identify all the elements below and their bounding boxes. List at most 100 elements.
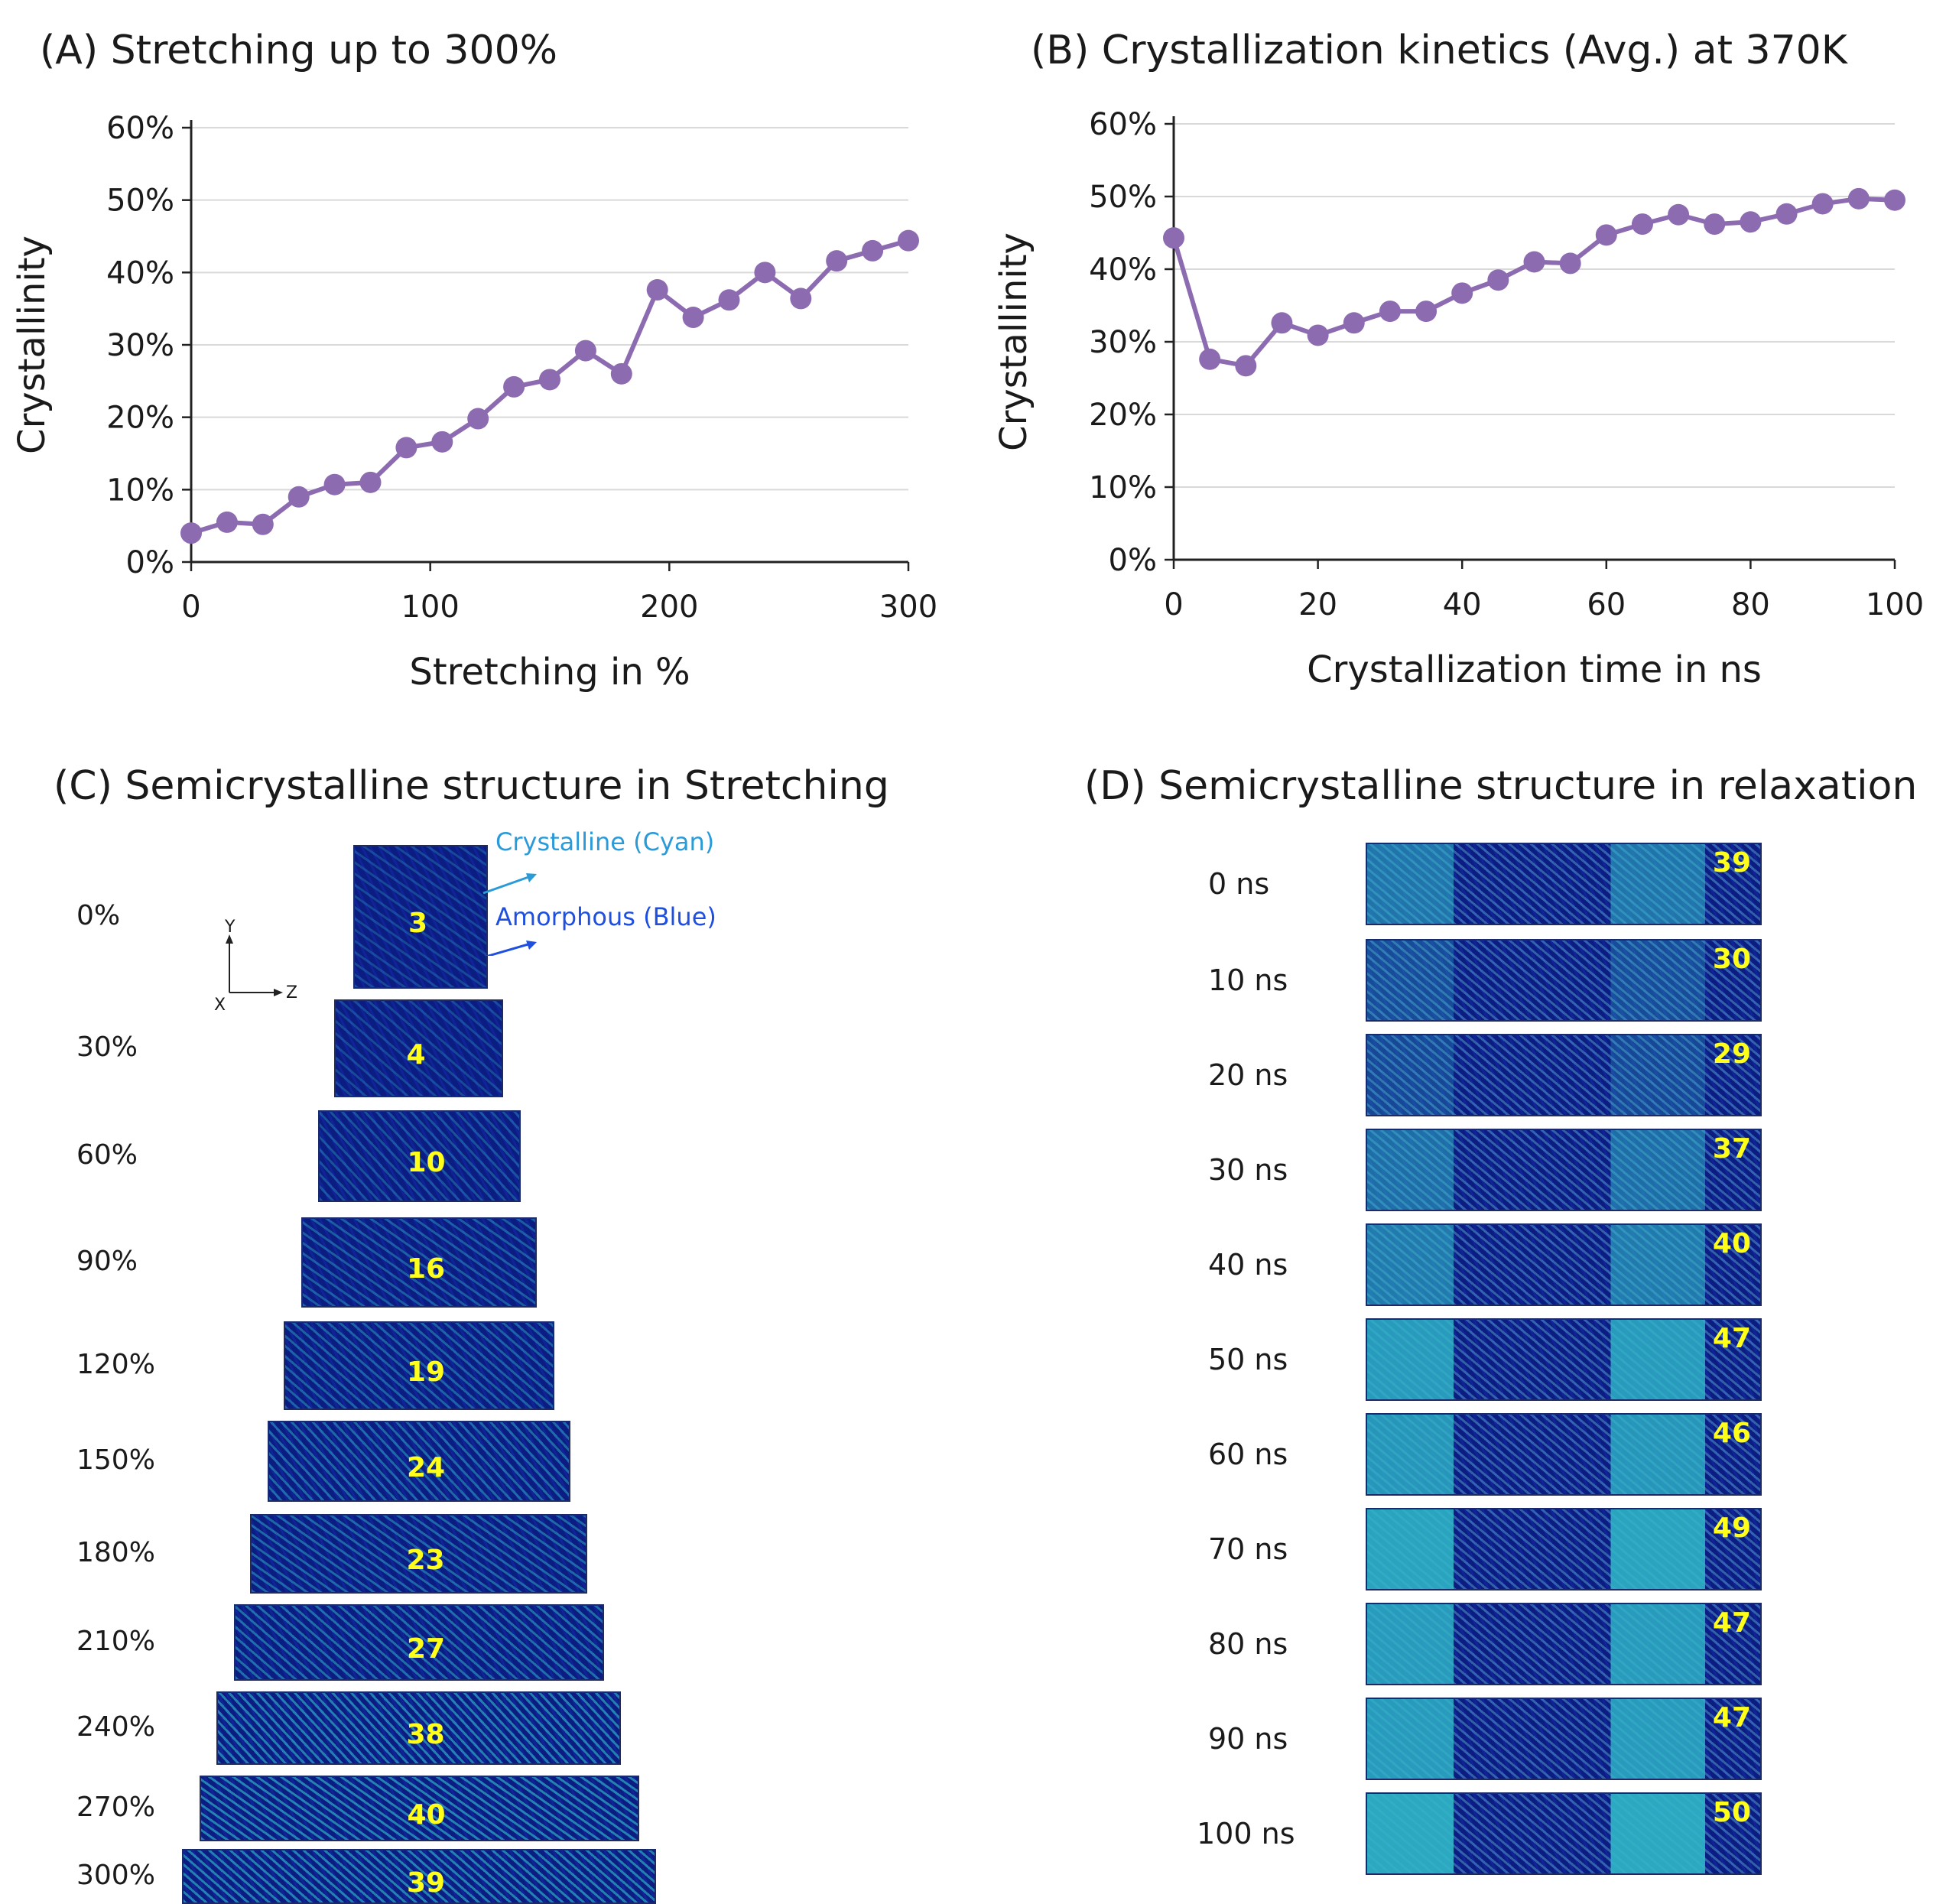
data-point <box>1307 324 1329 346</box>
y-tick-label: 30% <box>1089 325 1157 360</box>
relax-structure-image: 49 <box>1366 1508 1762 1590</box>
chart-a-title: (A) Stretching up to 300% <box>40 28 558 73</box>
y-tick-label: 30% <box>106 328 174 363</box>
relax-row-label: 80 ns <box>1208 1627 1288 1661</box>
crystallinity-value: 23 <box>406 1545 445 1576</box>
stretch-row-label: 90% <box>76 1246 138 1277</box>
axis-z-label: Z <box>286 983 298 1002</box>
data-point <box>1775 203 1798 225</box>
data-point <box>1740 211 1762 233</box>
stretch-structure-image: 40 <box>200 1776 639 1841</box>
crystallinity-value: 38 <box>406 1719 445 1750</box>
stretch-row-label: 270% <box>76 1792 155 1823</box>
amorphous-arrowhead <box>526 941 537 950</box>
data-point <box>1271 312 1293 334</box>
y-tick-label: 0% <box>126 545 174 580</box>
relax-structure-image: 47 <box>1366 1603 1762 1685</box>
stretch-row-label: 300% <box>76 1860 155 1891</box>
relax-structure-image: 39 <box>1366 843 1762 925</box>
crystallinity-value: 3 <box>408 908 428 939</box>
data-point <box>754 262 776 284</box>
relax-row-label: 100 ns <box>1197 1817 1295 1850</box>
data-point <box>1379 301 1401 323</box>
stretch-structure-image: 38 <box>216 1691 621 1765</box>
x-tick-label: 300 <box>879 590 937 625</box>
crystallinity-value: 29 <box>1712 1038 1751 1070</box>
relax-row-label: 40 ns <box>1208 1248 1288 1282</box>
data-point <box>862 239 884 262</box>
y-tick-label: 40% <box>106 255 174 291</box>
chart-b: 0% 10% 20% 30% 40% 50% 60% 0 20 40 60 80 100 Crystall… <box>992 107 1924 691</box>
legend-amorphous: Amorphous (Blue) <box>495 902 716 931</box>
crystallinity-value: 16 <box>407 1253 446 1285</box>
relax-structure-image: 30 <box>1366 939 1762 1022</box>
data-point <box>252 513 274 535</box>
data-point <box>898 229 919 252</box>
x-tick-label: 200 <box>640 590 698 625</box>
data-point <box>539 369 560 391</box>
panel-d-title: (D) Semicrystalline structure in relaxat… <box>1084 763 1918 809</box>
y-tick-label: 60% <box>106 111 174 146</box>
data-point <box>1631 213 1653 236</box>
y-axis-label: Crystallinity <box>992 232 1035 451</box>
y-tick-label: 0% <box>1109 543 1157 578</box>
relax-structure-image: 37 <box>1366 1129 1762 1211</box>
relax-structure-image: 50 <box>1366 1792 1762 1875</box>
crystallinity-value: 37 <box>1712 1133 1751 1165</box>
stretch-structure-image: 39 <box>182 1849 656 1904</box>
z-arrowhead <box>274 989 283 996</box>
x-tick-label: 60 <box>1587 587 1626 622</box>
relax-row-label: 30 ns <box>1208 1153 1288 1187</box>
data-point <box>216 511 238 533</box>
crystalline-arrow <box>482 875 531 895</box>
data-point <box>1415 301 1438 323</box>
data-point <box>1704 213 1726 236</box>
data-point <box>1559 252 1581 275</box>
data-point <box>431 431 453 453</box>
relax-structure-image: 40 <box>1366 1223 1762 1306</box>
crystallinity-value: 10 <box>407 1147 446 1178</box>
data-point <box>1235 355 1257 377</box>
crystallinity-value: 30 <box>1712 944 1751 975</box>
data-point <box>1523 251 1545 273</box>
relax-structure-image: 47 <box>1366 1698 1762 1780</box>
crystallinity-value: 49 <box>1712 1512 1751 1544</box>
crystallinity-value: 40 <box>407 1799 446 1831</box>
panel-c-title: (C) Semicrystalline structure in Stretch… <box>54 763 889 809</box>
relax-row-label: 10 ns <box>1208 963 1288 997</box>
x-axis-label: Stretching in % <box>409 651 690 694</box>
x-tick-label: 80 <box>1731 587 1770 622</box>
crystallinity-value: 24 <box>407 1452 446 1483</box>
data-point <box>1847 187 1870 210</box>
relax-structure-image: 47 <box>1366 1318 1762 1401</box>
data-point <box>1884 189 1905 211</box>
crystallinity-value: 19 <box>407 1357 446 1388</box>
stretch-row-label: 150% <box>76 1444 155 1476</box>
data-point <box>503 375 525 398</box>
relax-row-label: 50 ns <box>1208 1343 1288 1376</box>
data-point <box>646 279 668 301</box>
y-tick-label: 40% <box>1089 252 1157 288</box>
data-point <box>1199 348 1221 370</box>
y-tick-label: 10% <box>1089 470 1157 505</box>
crystallinity-value: 46 <box>1712 1418 1751 1449</box>
legend-crystalline: Crystalline (Cyan) <box>495 827 715 856</box>
y-tick-label: 20% <box>1089 398 1157 433</box>
y-tick-label: 60% <box>1089 107 1157 142</box>
crystallinity-value: 40 <box>1712 1228 1751 1259</box>
stretch-structure-image: 27 <box>234 1604 604 1681</box>
data-point <box>288 486 310 508</box>
stretch-structure-image: 24 <box>268 1421 570 1502</box>
data-point <box>395 437 417 459</box>
x-tick-label: 20 <box>1298 587 1337 622</box>
data-point <box>1343 312 1365 334</box>
relax-structure-image: 29 <box>1366 1034 1762 1116</box>
stretch-row-label: 120% <box>76 1349 155 1380</box>
axis-triad <box>226 934 283 996</box>
data-point <box>1487 269 1509 291</box>
data-point <box>180 522 202 544</box>
amorphous-arrow <box>484 942 531 956</box>
chart-a: 0% 10% 20% 30% 40% 50% 60% 0 100 200 300 Stretching… <box>11 111 937 694</box>
y-arrowhead <box>226 934 233 944</box>
stretch-row-label: 60% <box>76 1139 138 1171</box>
